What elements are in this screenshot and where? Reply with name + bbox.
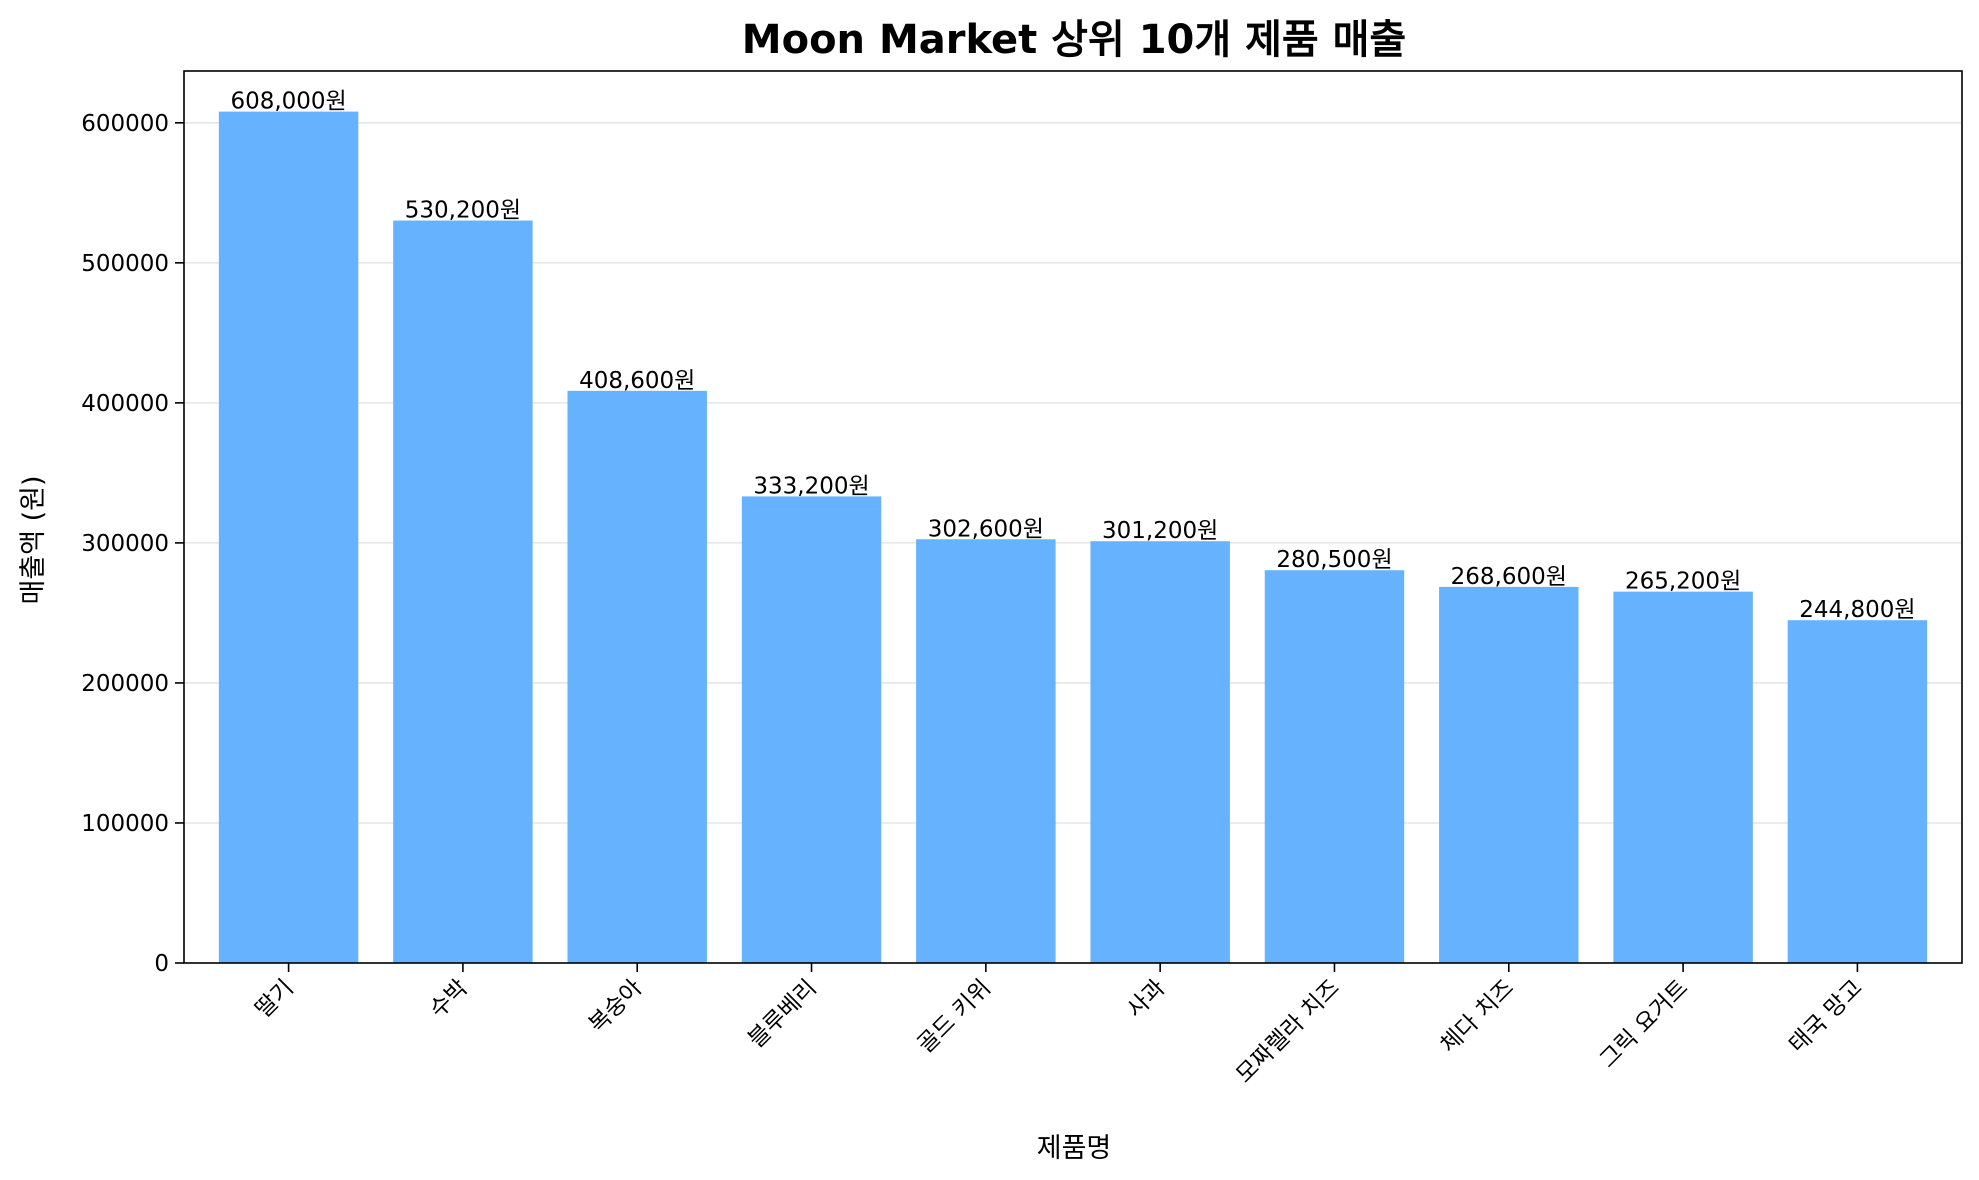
x-tick-label: 체다 치즈 [1436, 975, 1519, 1058]
y-tick-label: 100000 [81, 811, 169, 837]
bar [1439, 586, 1579, 963]
x-tick-label: 그릭 요거트 [1595, 975, 1693, 1073]
bar [1613, 591, 1753, 963]
x-tick-label: 태국 망고 [1784, 975, 1867, 1058]
x-tick-label: 골드 키위 [913, 975, 996, 1058]
bar [1090, 541, 1230, 963]
bar [218, 111, 359, 963]
y-tick-label: 400000 [81, 391, 169, 417]
y-axis-ticks: 0 100000 200000 300000 400000 500000 600000 [81, 111, 184, 977]
bar-value-label: 333,200원 [753, 473, 869, 499]
data-labels: 608,000원 530,200원 408,600원 333,200원 302,600원… [230, 89, 1915, 624]
y-tick-label: 0 [154, 951, 169, 977]
y-tick-label: 300000 [81, 531, 169, 557]
bar-value-label: 280,500원 [1276, 547, 1392, 573]
bar-value-label: 265,200원 [1625, 569, 1741, 595]
y-tick-label: 500000 [81, 251, 169, 277]
bar-value-label: 244,800원 [1799, 597, 1915, 623]
x-axis-label: 제품명 [1037, 1133, 1112, 1164]
bars [218, 111, 1928, 963]
bar-value-label: 302,600원 [928, 516, 1044, 542]
bar [567, 390, 707, 963]
bar [1264, 570, 1405, 963]
y-tick-label: 200000 [81, 671, 169, 697]
plot-frame [183, 70, 1963, 964]
bar [741, 496, 882, 963]
x-axis-ticks: 딸기 수박 복숭아 블루베리 골드 키위 사과 모짜렐라 치즈 체다 치즈 그릭 요거트 태국 망… [251, 963, 1868, 1088]
bar-value-label: 268,600원 [1451, 564, 1567, 590]
x-tick-label: 사과 [1122, 975, 1170, 1023]
x-tick-label: 수박 [425, 975, 473, 1023]
x-tick-label: 블루베리 [744, 975, 822, 1053]
bar-value-label: 608,000원 [230, 89, 346, 115]
y-tick-label: 600000 [81, 111, 169, 137]
bar [1787, 620, 1928, 963]
x-tick-label: 모짜렐라 치즈 [1231, 975, 1344, 1088]
bar [916, 539, 1056, 963]
y-axis-label: 매출액 (원) [18, 475, 49, 604]
bar [393, 220, 533, 963]
bar-value-label: 530,200원 [405, 198, 521, 224]
bar-value-label: 408,600원 [579, 368, 695, 394]
x-tick-label: 복숭아 [584, 975, 647, 1038]
bar-value-label: 301,200원 [1102, 518, 1218, 544]
x-tick-label: 딸기 [251, 975, 299, 1023]
chart-title: Moon Market 상위 10개 제품 매출 [742, 17, 1406, 63]
